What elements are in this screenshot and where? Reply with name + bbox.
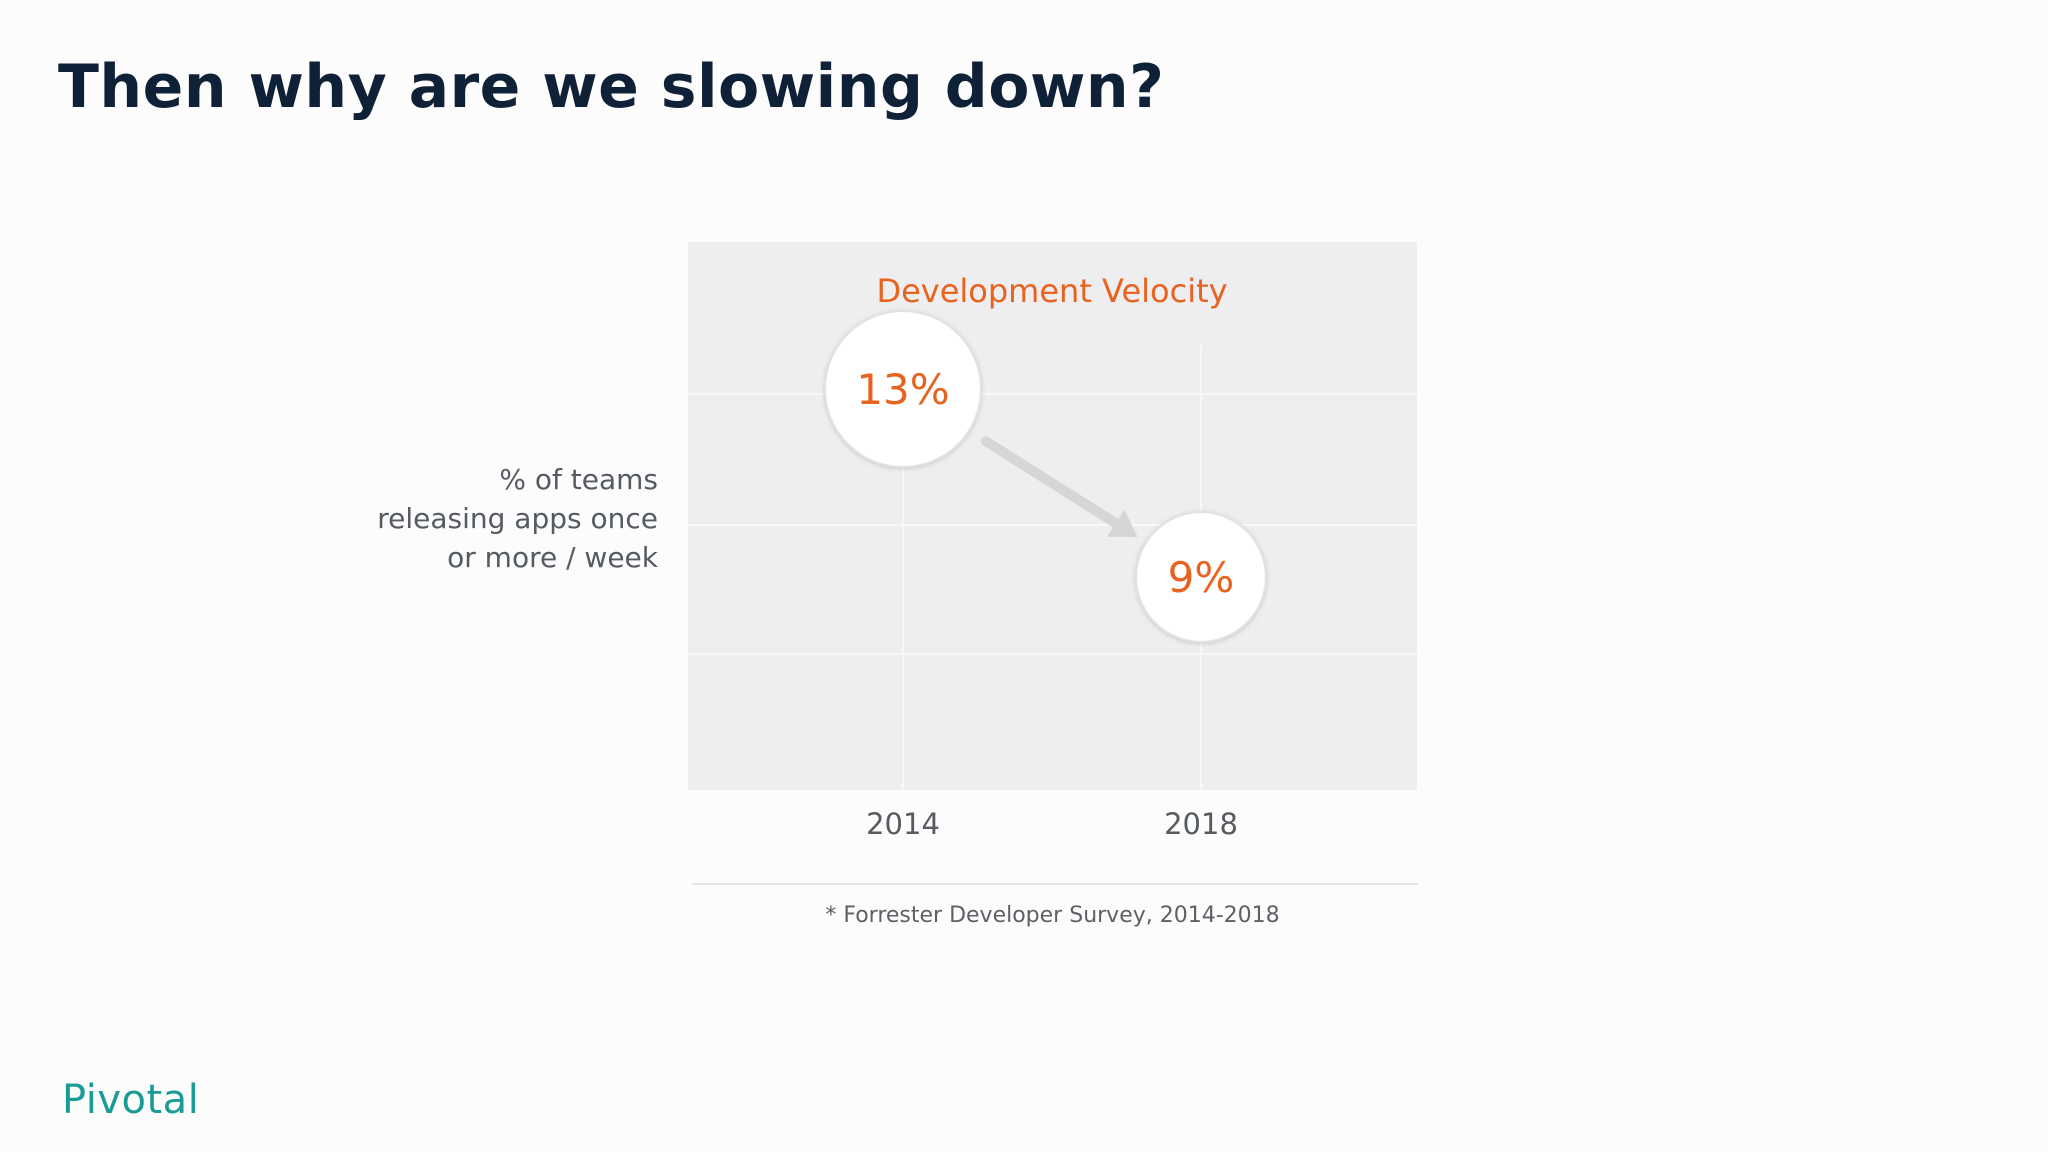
source-footnote: * Forrester Developer Survey, 2014-2018 [825,903,1280,928]
data-point-2014 [824,310,982,468]
plot-background [688,242,1417,790]
data-label-2018: 9% [1168,553,1235,602]
trend-arrow [980,436,1138,538]
data-marks: 13% 9% [824,310,1267,643]
slide-title: Then why are we slowing down? [58,52,1165,122]
x-axis-ticks: 2014 2018 [866,807,1238,841]
y-axis-label: % of teams releasing apps once or more /… [340,460,658,577]
trend-arrow-shaft [980,436,1121,529]
x-tick-label-2018: 2018 [1164,807,1238,841]
chart-title: Development Velocity [876,272,1227,310]
x-tick-label-2014: 2014 [866,807,940,841]
data-label-2014: 13% [856,365,949,414]
y-axis-label-line-2: releasing apps once [377,502,658,535]
trend-arrow-head [1107,509,1138,538]
data-point-2018 [1135,511,1267,643]
pivotal-logo: Pivotal [62,1077,200,1123]
y-axis-label-line-3: or more / week [447,541,658,574]
y-axis-label-line-1: % of teams [499,463,658,496]
